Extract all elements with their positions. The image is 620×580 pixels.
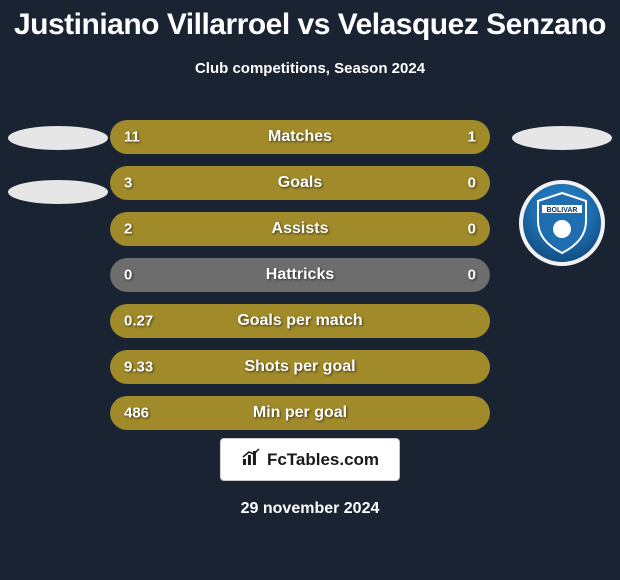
stat-left-value: 3: [124, 175, 132, 192]
stat-row: 3 0 Goals: [110, 166, 490, 200]
stat-right-value: 0: [468, 175, 476, 192]
club-shield-icon: BOLIVAR: [519, 180, 605, 266]
stat-row: 111Matches: [110, 120, 490, 154]
player-crest-placeholder: [512, 126, 612, 150]
brand-chart-icon: [241, 447, 261, 472]
bar-left-fill: [110, 120, 376, 154]
page-title: Justiniano Villarroel vs Velasquez Senza…: [0, 0, 620, 42]
player-crest-placeholder: [8, 126, 108, 150]
svg-text:BOLIVAR: BOLIVAR: [547, 207, 578, 214]
stat-right-value: 1: [468, 129, 476, 146]
stat-label: Shots per goal: [244, 358, 355, 376]
stat-row: 0.27 Goals per match: [110, 304, 490, 338]
stat-label: Goals per match: [237, 312, 362, 330]
subtitle: Club competitions, Season 2024: [0, 60, 620, 77]
stat-left-value: 9.33: [124, 359, 153, 376]
stat-left-value: 0: [124, 267, 132, 284]
stat-label: Hattricks: [266, 266, 334, 284]
stat-label: Min per goal: [253, 404, 347, 422]
stat-row: 9.33 Shots per goal: [110, 350, 490, 384]
stat-right-value: 0: [468, 221, 476, 238]
left-player-badges: [8, 126, 108, 204]
brand-badge[interactable]: FcTables.com: [220, 438, 400, 481]
stat-label: Goals: [278, 174, 322, 192]
stat-label: Matches: [268, 128, 332, 146]
stat-left-value: 0.27: [124, 313, 153, 330]
stat-row: 0 0 Hattricks: [110, 258, 490, 292]
club-crest-placeholder: [8, 180, 108, 204]
stat-row: 2 0 Assists: [110, 212, 490, 246]
date-label: 29 november 2024: [241, 500, 380, 518]
stat-left-value: 11: [124, 129, 140, 146]
stat-right-value: 0: [468, 267, 476, 284]
stat-left-value: 2: [124, 221, 132, 238]
stat-left-value: 486: [124, 405, 149, 422]
brand-text: FcTables.com: [267, 450, 379, 470]
stats-bars: 111Matches30Goals20Assists00Hattricks0.2…: [110, 120, 490, 430]
right-player-badges: BOLIVAR: [512, 126, 612, 266]
stat-label: Assists: [272, 220, 329, 238]
stat-row: 486 Min per goal: [110, 396, 490, 430]
